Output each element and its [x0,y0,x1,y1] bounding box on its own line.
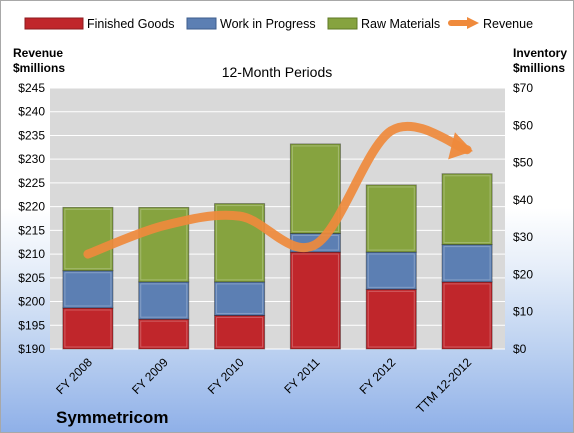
left-tick-label: $205 [18,271,45,285]
left-tick-label: $210 [18,247,45,261]
bar-highlight [291,253,339,348]
legend-label-raw-materials: Raw Materials [361,17,440,31]
left-tick-label: $215 [18,223,45,237]
bar-raw-materials [441,173,493,246]
bar-highlight [216,316,264,348]
bar-highlight [140,208,188,281]
revenue-line [83,121,472,259]
bar-highlight [367,290,415,348]
legend-label-finished-goods: Finished Goods [87,17,175,31]
company-name: Symmetricom [56,408,168,427]
category-labels: FY 2008 FY 2009 FY 2010 FY 2011 FY 2012 TTM 1… [53,355,474,416]
bar-work-in-progress [62,270,114,309]
chart-subtitle: 12-Month Periods [222,64,333,80]
bar-work-in-progress [214,281,266,316]
left-tick-label: $195 [18,318,45,332]
bar-highlight [140,283,188,318]
bar-highlight [64,208,112,270]
bar-highlight [216,283,264,314]
bar-highlight [443,175,491,244]
bar-work-in-progress [365,251,417,290]
bar-highlight [291,145,339,232]
left-tick-label: $225 [18,176,45,190]
legend-swatch-raw-materials [327,17,358,30]
left-tick-label: $190 [18,342,45,356]
bar-highlight [64,309,112,348]
left-tick-label: $230 [18,152,45,166]
category-label: FY 2009 [129,355,171,397]
right-tick-label: $70 [513,81,533,95]
right-tick-label: $60 [513,118,533,132]
legend: Finished Goods Work in Progress Raw Mate… [24,17,533,31]
right-tick-label: $40 [513,193,533,207]
right-tick-label: $50 [513,156,533,170]
right-tick-label: $30 [513,230,533,244]
bar-work-in-progress [441,244,493,283]
left-tick-label: $220 [18,200,45,214]
bar-highlight [443,283,491,348]
category-label: FY 2012 [357,355,399,397]
bar-finished-goods [138,318,190,350]
left-tick-labels: $190 $195 $200 $205 $210 $215 $220 $225 $230 $235… [18,81,45,356]
plot-area [50,88,505,349]
category-label: FY 2008 [53,355,95,397]
revenue-line-layer [83,121,473,259]
legend-swatch-finished-goods [24,17,84,30]
bar-highlight [443,246,491,281]
bar-highlight [64,272,112,307]
bar-highlight [367,253,415,288]
legend-swatch-revenue [448,17,479,29]
right-tick-labels: $0 $10 $20 $30 $40 $50 $60 $70 [513,81,533,356]
right-tick-label: $20 [513,267,533,281]
bar-work-in-progress [138,281,190,320]
category-label: FY 2010 [205,355,247,397]
left-tick-label: $245 [18,81,45,95]
bar-highlight [216,205,264,281]
category-label: FY 2011 [281,355,322,396]
left-tick-label: $200 [18,295,45,309]
bar-raw-materials [365,184,417,253]
right-axis-title-line2: $millions [513,61,565,75]
legend-label-work-in-progress: Work in Progress [220,17,316,31]
bar-finished-goods [214,314,266,350]
left-axis-title-line2: $millions [13,61,65,75]
category-label: TTM 12-2012 [413,355,474,416]
right-axis-title-line1: Inventory [513,46,567,60]
revenue-arrowhead [448,132,473,160]
gridlines [50,87,505,350]
bar-highlight [140,320,188,348]
bar-finished-goods [365,288,417,350]
right-tick-label: $10 [513,305,533,319]
bar-highlight [367,186,415,251]
bar-finished-goods [441,281,493,350]
left-axis-title-line1: Revenue [13,46,63,60]
bar-finished-goods [289,251,341,350]
bar-finished-goods [62,307,114,350]
right-tick-label: $0 [513,342,527,356]
legend-swatch-work-in-progress [186,17,217,30]
left-tick-label: $240 [18,105,45,119]
left-tick-label: $235 [18,128,45,142]
bar-raw-materials [62,206,114,272]
legend-label-revenue: Revenue [483,17,533,31]
